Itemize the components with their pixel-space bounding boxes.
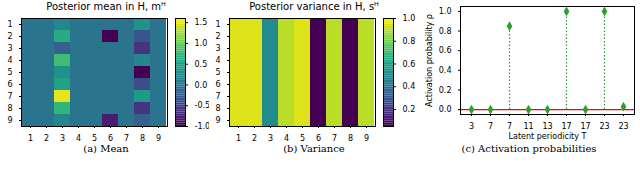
svg-text:3: 3 bbox=[60, 134, 65, 142]
svg-text:5: 5 bbox=[300, 134, 305, 142]
svg-text:0.0: 0.0 bbox=[195, 81, 208, 90]
html-text:Posterior mean in H, mᴴ: Posterior mean in H, mᴴ bbox=[46, 1, 166, 12]
svg-text:7: 7 bbox=[332, 134, 337, 142]
svg-text:3: 3 bbox=[469, 122, 474, 131]
svg-text:7: 7 bbox=[215, 92, 220, 101]
svg-text:6: 6 bbox=[108, 134, 113, 142]
svg-text:2: 2 bbox=[44, 134, 49, 142]
svg-text:2: 2 bbox=[252, 134, 257, 142]
svg-text:1.0: 1.0 bbox=[403, 14, 416, 23]
svg-text:0.0: 0.0 bbox=[439, 105, 452, 114]
svg-text:1.0: 1.0 bbox=[195, 39, 208, 48]
svg-text:Latent periodicity T: Latent periodicity T bbox=[509, 132, 587, 141]
svg-text:7: 7 bbox=[7, 92, 12, 101]
svg-text:23: 23 bbox=[618, 122, 628, 131]
svg-text:4: 4 bbox=[284, 134, 289, 142]
svg-text:9: 9 bbox=[364, 134, 369, 142]
svg-text:11: 11 bbox=[523, 122, 533, 131]
svg-text:17: 17 bbox=[561, 122, 571, 131]
svg-text:9: 9 bbox=[7, 116, 12, 125]
svg-text:5: 5 bbox=[92, 134, 97, 142]
svg-text:0.5: 0.5 bbox=[195, 60, 208, 69]
svg-text:-1.0: -1.0 bbox=[195, 122, 210, 131]
svg-text:2: 2 bbox=[7, 32, 12, 41]
svg-text:1: 1 bbox=[28, 134, 33, 142]
html-text:(b) Variance: (b) Variance bbox=[283, 143, 345, 154]
svg-text:1.0: 1.0 bbox=[439, 7, 452, 16]
svg-text:0.6: 0.6 bbox=[403, 60, 416, 69]
html-text:(c) Activation probabilities: (c) Activation probabilities bbox=[461, 143, 597, 154]
svg-text:6: 6 bbox=[316, 134, 321, 142]
svg-text:8: 8 bbox=[215, 104, 220, 113]
svg-text:7: 7 bbox=[488, 122, 493, 131]
svg-text:2: 2 bbox=[215, 32, 220, 41]
svg-text:1: 1 bbox=[236, 134, 241, 142]
svg-text:3: 3 bbox=[215, 44, 220, 53]
svg-text:3: 3 bbox=[268, 134, 273, 142]
svg-text:0.8: 0.8 bbox=[439, 27, 452, 36]
svg-text:6: 6 bbox=[7, 80, 12, 89]
svg-text:4: 4 bbox=[215, 56, 220, 65]
svg-text:7: 7 bbox=[507, 122, 512, 131]
svg-text:4: 4 bbox=[7, 56, 12, 65]
svg-text:0.8: 0.8 bbox=[403, 37, 416, 46]
svg-text:8: 8 bbox=[7, 104, 12, 113]
svg-text:23: 23 bbox=[599, 122, 609, 131]
html-text:(a) Mean: (a) Mean bbox=[83, 143, 129, 154]
svg-text:13: 13 bbox=[542, 122, 552, 131]
svg-text:8: 8 bbox=[348, 134, 353, 142]
svg-text:5: 5 bbox=[215, 68, 220, 77]
svg-text:0.2: 0.2 bbox=[439, 86, 452, 95]
svg-text:9: 9 bbox=[215, 116, 220, 125]
svg-text:17: 17 bbox=[580, 122, 590, 131]
svg-text:9: 9 bbox=[156, 134, 161, 142]
svg-text:0.4: 0.4 bbox=[403, 82, 416, 91]
svg-text:4: 4 bbox=[76, 134, 81, 142]
svg-text:0.6: 0.6 bbox=[439, 46, 452, 55]
svg-text:Activation probability ρ: Activation probability ρ bbox=[425, 14, 434, 107]
svg-text:7: 7 bbox=[124, 134, 129, 142]
svg-text:1.5: 1.5 bbox=[195, 18, 208, 27]
svg-text:3: 3 bbox=[7, 44, 12, 53]
svg-text:0.2: 0.2 bbox=[403, 105, 416, 114]
svg-text:1: 1 bbox=[7, 20, 12, 29]
svg-text:0.4: 0.4 bbox=[439, 66, 452, 75]
svg-text:6: 6 bbox=[215, 80, 220, 89]
svg-text:5: 5 bbox=[7, 68, 12, 77]
svg-text:1: 1 bbox=[215, 20, 220, 29]
svg-text:8: 8 bbox=[140, 134, 145, 142]
html-text:Posterior variance in H, sᴴ: Posterior variance in H, sᴴ bbox=[249, 1, 379, 12]
svg-text:-0.5: -0.5 bbox=[195, 101, 210, 110]
